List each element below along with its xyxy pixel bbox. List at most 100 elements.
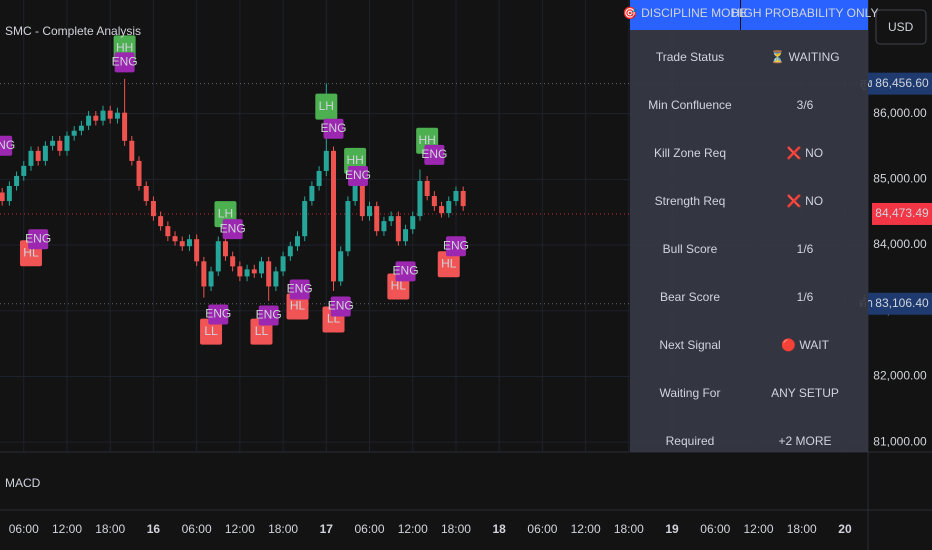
panel-row-label: Kill Zone Req (654, 146, 726, 160)
panel-row-value: +2 MORE (778, 434, 831, 448)
candle-body (28, 150, 34, 166)
annotation-label: ENG (0, 138, 15, 152)
price-tag-label: 83,106.40 (875, 296, 929, 310)
candle-body (367, 206, 373, 217)
panel-row-label: Bear Score (660, 290, 720, 304)
candle-body (158, 216, 164, 227)
x-tick-label: 06:00 (700, 522, 730, 536)
x-tick-label: 06:00 (527, 522, 557, 536)
annotation-label: HH (116, 41, 133, 55)
x-tick-label: 06:00 (355, 522, 385, 536)
candle-body (446, 201, 452, 214)
x-tick-label: 12:00 (52, 522, 82, 536)
candle-body (453, 190, 459, 202)
annotation-box (315, 93, 338, 120)
candle-body (309, 185, 315, 202)
candle-body (179, 241, 185, 247)
annotation-label: HH (346, 153, 363, 167)
panel-row-label: Waiting For (660, 386, 721, 400)
candle-body (439, 206, 445, 214)
candle-body (35, 150, 41, 161)
annotation-label: LH (319, 99, 334, 113)
annotation-label: LL (204, 324, 218, 338)
candle-body (86, 115, 92, 126)
candle-body (424, 180, 430, 197)
y-tick-label: 81,000.00 (873, 434, 927, 448)
annotation-box (445, 236, 466, 257)
x-tick-label: 18:00 (614, 522, 644, 536)
candle-body (165, 226, 171, 237)
panel-row-label: Bull Score (663, 242, 718, 256)
currency-label: USD (888, 20, 914, 34)
candle-body (280, 256, 286, 272)
candle-body (359, 185, 365, 217)
panel-row-value: ❌ NO (787, 146, 823, 160)
candle-body (215, 241, 221, 272)
panel-row-label: Trade Status (656, 50, 724, 64)
annotation-label: ENG (287, 282, 313, 296)
candle-body (6, 185, 12, 202)
candle-body (352, 185, 358, 202)
panel-row-value: ANY SETUP (771, 386, 839, 400)
candle-body (78, 125, 84, 131)
annotation-label: ENG (393, 264, 419, 278)
annotation-label: ENG (205, 307, 231, 321)
candle-body (172, 236, 178, 242)
annotation-box (222, 219, 243, 240)
candle-body (186, 239, 192, 247)
y-tick-label: 82,000.00 (873, 369, 927, 383)
annotation-box (28, 229, 49, 250)
annotation-box (208, 304, 229, 325)
candle-body (150, 201, 156, 217)
annotation-box (395, 261, 416, 282)
candle-body (143, 185, 149, 202)
annotation-label: ENG (443, 238, 469, 252)
candle-body (93, 115, 99, 121)
candle-body (14, 175, 20, 186)
panel-bg (630, 30, 868, 452)
x-tick-label: 18:00 (787, 522, 817, 536)
candle-body (208, 271, 214, 287)
candle-body (136, 160, 142, 186)
candle-body (57, 140, 63, 151)
annotation-label: ENG (321, 121, 347, 135)
annotation-box (330, 296, 351, 317)
candle-body (331, 150, 337, 282)
panel-header (630, 0, 740, 30)
candle-body (251, 269, 257, 274)
annotation-box (200, 318, 223, 345)
currency-button[interactable] (875, 9, 927, 45)
panel-row-value: 1/6 (797, 290, 814, 304)
annotation-label: ENG (220, 221, 246, 235)
panel-row-label: Min Confluence (648, 98, 732, 112)
annotation-label: ENG (328, 299, 354, 313)
candle-body (294, 236, 300, 247)
panel-header-text: HIGH PROBABILITY ONLY (732, 6, 879, 20)
panel-row-value: 3/6 (797, 98, 814, 112)
candle-body (431, 196, 437, 207)
candle-body (71, 130, 77, 136)
panel-row-value: ⏳ WAITING (770, 50, 839, 64)
candle-body (100, 110, 106, 121)
candle-body (222, 241, 228, 257)
candle-body (194, 239, 200, 262)
candle-body (287, 246, 293, 257)
y-tick-label: 85,000.00 (873, 172, 927, 186)
annotation-label: HL (290, 299, 306, 313)
annotation-box (437, 251, 460, 278)
annotation-label: HH (418, 133, 435, 147)
x-tick-label: 20 (838, 522, 852, 536)
candle-body (0, 192, 5, 202)
annotation-box (114, 52, 135, 73)
candle-body (122, 112, 128, 141)
annotation-box (0, 135, 13, 156)
candle-body (230, 256, 236, 267)
x-tick-label: 06:00 (182, 522, 212, 536)
annotation-box (286, 293, 309, 320)
candle-body (395, 216, 401, 242)
chart-title: SMC - Complete Analysis (5, 24, 141, 38)
price-tag-label: 84,473.49 (875, 206, 929, 220)
candle-body (244, 269, 250, 277)
annotation-label: HL (441, 256, 457, 270)
